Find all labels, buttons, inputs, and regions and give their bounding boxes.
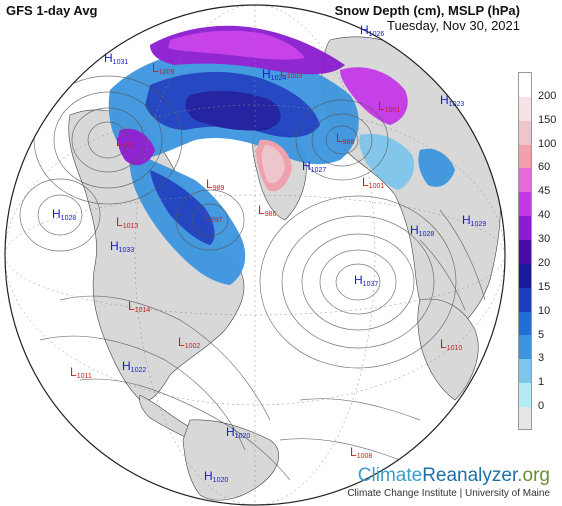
colorbar-swatch <box>519 120 531 145</box>
brand-name-part1: Climate <box>357 465 423 486</box>
colorbar-swatch <box>519 359 531 384</box>
high-pressure-label: H1028 <box>410 223 434 238</box>
brand-name-part3: .org <box>517 465 550 486</box>
isobars <box>19 75 486 481</box>
colorbar-tick-label: 5 <box>538 328 545 341</box>
low-pressure-label: L1002 <box>178 335 200 350</box>
brand-subtitle: Climate Change Institute | University of… <box>347 488 550 499</box>
colorbar-swatch <box>519 73 531 97</box>
colorbar-tick-label: 15 <box>538 280 551 293</box>
low-pressure-label: L1010 <box>440 337 462 352</box>
low-pressure-label: L997 <box>204 209 222 224</box>
colorbar-swatch <box>519 407 531 429</box>
colorbar-tick-label: 3 <box>538 352 545 365</box>
colorbar-swatch <box>519 287 531 312</box>
colorbar-tick-label: 20 <box>538 256 551 269</box>
brand-name-part2: Reanalyzer <box>422 465 518 486</box>
colorbar-swatch <box>519 168 531 193</box>
high-pressure-label: H1020 <box>204 469 228 484</box>
colorbar-tick-label: 100 <box>538 137 557 150</box>
low-pressure-label: L1009 <box>152 61 174 76</box>
colorbar-swatch <box>519 335 531 360</box>
low-pressure-label: L989 <box>206 177 224 192</box>
branding: ClimateReanalyzer.org Climate Change Ins… <box>347 466 550 500</box>
date-label: Tuesday, Nov 30, 2021 <box>387 18 520 33</box>
colorbar-tick-label: 40 <box>538 209 551 222</box>
colorbar-tick-label: 30 <box>538 233 551 246</box>
colorbar-tick-label: 1 <box>538 376 545 389</box>
high-pressure-label: H1024 <box>262 67 286 82</box>
colorbar-swatch <box>519 144 531 169</box>
variable-title: Snow Depth (cm), MSLP (hPa) <box>334 3 520 18</box>
high-pressure-label: H1037 <box>354 273 378 288</box>
colorbar-tick-label: 0 <box>538 400 545 413</box>
pressure-centers: H1031 H1028 L1009 L997 L1013 H1033 L1014 L1011 H… <box>52 23 486 484</box>
colorbar-swatch <box>519 263 531 288</box>
low-pressure-label: L1001 <box>362 175 384 190</box>
colorbar-swatch <box>519 96 531 121</box>
high-pressure-label: H1020 <box>226 425 250 440</box>
snow-cover <box>108 25 455 285</box>
colorbar-tick-label: 150 <box>538 113 557 126</box>
low-pressure-label: L1013 <box>116 215 138 230</box>
low-pressure-label: L1003 <box>280 65 302 80</box>
colorbar-swatch <box>519 192 531 217</box>
low-pressure-label: L986 <box>258 203 276 218</box>
low-pressure-label: L997 <box>116 135 134 150</box>
colorbar-swatch <box>519 216 531 241</box>
high-pressure-label: H1023 <box>440 93 464 108</box>
colorbar-swatch <box>519 240 531 264</box>
colorbar-tick-label: 60 <box>538 161 551 174</box>
low-pressure-label: L1014 <box>128 299 150 314</box>
graticule <box>5 5 505 505</box>
map-title: GFS 1-day Avg <box>6 3 98 18</box>
low-pressure-label: L1001 <box>378 99 400 114</box>
colorbar-swatch <box>519 383 531 408</box>
globe-outline <box>4 4 506 506</box>
high-pressure-label: H1027 <box>302 159 326 174</box>
colorbar-tick-label: 200 <box>538 89 557 102</box>
colorbar <box>518 72 532 430</box>
high-pressure-label: H1026 <box>360 23 384 38</box>
brand-name: ClimateReanalyzer.org <box>347 466 550 486</box>
high-pressure-label: H1029 <box>462 213 486 228</box>
colorbar-legend: 200 150 100 60 45 40 30 20 15 10 5 3 1 0 <box>518 72 558 430</box>
low-pressure-label: L988 <box>336 131 354 146</box>
colorbar-tick-label: 45 <box>538 185 551 198</box>
low-pressure-label: L1011 <box>70 365 92 380</box>
high-pressure-label: H1033 <box>110 239 134 254</box>
high-pressure-label: H1022 <box>122 359 146 374</box>
high-pressure-label: H1028 <box>52 207 76 222</box>
colorbar-tick-label: 10 <box>538 304 551 317</box>
colorbar-swatch <box>519 311 531 336</box>
low-pressure-label: L1008 <box>350 445 372 460</box>
high-pressure-label: H1031 <box>104 51 128 66</box>
